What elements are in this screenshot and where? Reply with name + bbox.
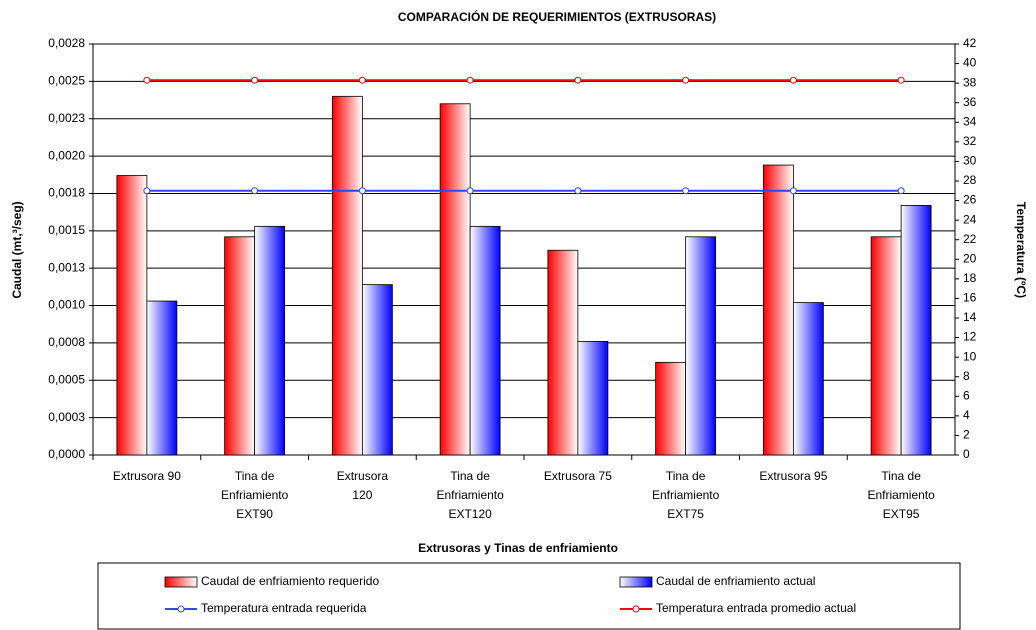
line-marker bbox=[789, 76, 797, 84]
legend-marker bbox=[177, 605, 185, 613]
y-tick-label: 0,0025 bbox=[48, 74, 85, 88]
bar bbox=[361, 284, 393, 456]
y-tick-label: 0,0018 bbox=[48, 186, 85, 200]
y2-tick-label: 20 bbox=[963, 251, 977, 265]
x-tick-label: Extrusora 75 bbox=[544, 469, 612, 483]
y2-tick-label: 16 bbox=[963, 291, 977, 305]
legend-swatch bbox=[164, 576, 198, 588]
y-tick-label: 0,0015 bbox=[48, 223, 85, 237]
y2-tick-label: 26 bbox=[963, 193, 977, 207]
y-tick-label: 0,0013 bbox=[48, 260, 85, 274]
line-marker bbox=[682, 187, 690, 195]
plot-area bbox=[92, 43, 956, 456]
bar bbox=[685, 236, 717, 456]
bar bbox=[469, 225, 501, 456]
x-tick-label: Extrusora 90 bbox=[113, 469, 181, 483]
line-marker bbox=[682, 76, 690, 84]
y2-tick-label: 36 bbox=[963, 95, 977, 109]
y2-tick-label: 14 bbox=[963, 310, 977, 324]
x-tick-label: Tina de Enfriamiento EXT75 bbox=[652, 469, 720, 521]
line-marker bbox=[574, 187, 582, 195]
bar bbox=[331, 95, 363, 456]
x-tick-label: Tina de Enfriamiento EXT90 bbox=[221, 469, 289, 521]
x-tick-label: Extrusora 95 bbox=[759, 469, 827, 483]
line-marker bbox=[466, 187, 474, 195]
y2-tick-label: 22 bbox=[963, 232, 977, 246]
y2-tick-label: 40 bbox=[963, 56, 977, 70]
y-tick-label: 0,0020 bbox=[48, 148, 85, 162]
y2-tick-label: 24 bbox=[963, 212, 977, 226]
legend-label: Caudal de enfriamiento actual bbox=[656, 574, 815, 588]
line-marker bbox=[358, 76, 366, 84]
y2-tick-label: 2 bbox=[963, 428, 970, 442]
y2-axis-label: Temperatura (ºC) bbox=[1014, 202, 1028, 298]
bar bbox=[146, 300, 178, 456]
y-tick-label: 0,0008 bbox=[48, 335, 85, 349]
line-marker bbox=[897, 187, 905, 195]
y2-tick-label: 12 bbox=[963, 330, 977, 344]
bar bbox=[439, 103, 471, 456]
y-tick-label: 0,0003 bbox=[48, 410, 85, 424]
y2-tick-label: 6 bbox=[963, 388, 970, 402]
y2-tick-label: 8 bbox=[963, 369, 970, 383]
line-marker bbox=[574, 76, 582, 84]
line-marker bbox=[143, 76, 151, 84]
bar bbox=[655, 361, 687, 456]
y-tick-label: 0,0005 bbox=[48, 372, 85, 386]
legend-marker bbox=[632, 605, 640, 613]
y2-tick-label: 30 bbox=[963, 154, 977, 168]
line-marker bbox=[251, 76, 259, 84]
legend-label: Temperatura entrada requerida bbox=[201, 601, 367, 615]
y2-tick-label: 28 bbox=[963, 173, 977, 187]
line-marker bbox=[143, 187, 151, 195]
bar bbox=[547, 249, 579, 456]
chart-title: COMPARACIÓN DE REQUERIMIENTOS (EXTRUSORA… bbox=[398, 9, 716, 24]
bar bbox=[116, 175, 148, 456]
y-axis-label: Caudal (mt,³/seg) bbox=[10, 201, 24, 298]
line-marker bbox=[897, 76, 905, 84]
line-marker bbox=[789, 187, 797, 195]
x-tick-label: Extrusora 120 bbox=[337, 469, 389, 502]
line-marker bbox=[251, 187, 259, 195]
x-axis-label: Extrusoras y Tinas de enfriamiento bbox=[418, 541, 618, 555]
bar bbox=[577, 341, 609, 456]
y2-tick-label: 4 bbox=[963, 408, 970, 422]
bar bbox=[792, 302, 824, 456]
bar bbox=[254, 225, 286, 456]
y-tick-label: 0,0010 bbox=[48, 298, 85, 312]
x-tick-label: Tina de Enfriamiento EXT95 bbox=[867, 469, 935, 521]
x-tick-label: Tina de Enfriamiento EXT120 bbox=[436, 469, 504, 521]
y-tick-label: 0,0000 bbox=[48, 447, 85, 461]
y2-tick-label: 38 bbox=[963, 75, 977, 89]
bar bbox=[762, 164, 794, 456]
legend-box bbox=[97, 562, 961, 630]
line-marker bbox=[358, 187, 366, 195]
y2-tick-label: 32 bbox=[963, 134, 977, 148]
y2-tick-label: 34 bbox=[963, 114, 977, 128]
legend-label: Temperatura entrada promedio actual bbox=[656, 601, 856, 615]
y2-tick-label: 0 bbox=[963, 447, 970, 461]
legend-label: Caudal de enfriamiento requerido bbox=[201, 574, 379, 588]
bar bbox=[900, 205, 932, 456]
legend-swatch bbox=[619, 576, 653, 588]
bar bbox=[224, 236, 256, 456]
y-tick-label: 0,0023 bbox=[48, 111, 85, 125]
line-marker bbox=[466, 76, 474, 84]
y2-tick-label: 18 bbox=[963, 271, 977, 285]
y2-tick-label: 42 bbox=[963, 36, 977, 50]
y-tick-label: 0,0028 bbox=[48, 36, 85, 50]
bar bbox=[870, 236, 902, 456]
y2-tick-label: 10 bbox=[963, 349, 977, 363]
